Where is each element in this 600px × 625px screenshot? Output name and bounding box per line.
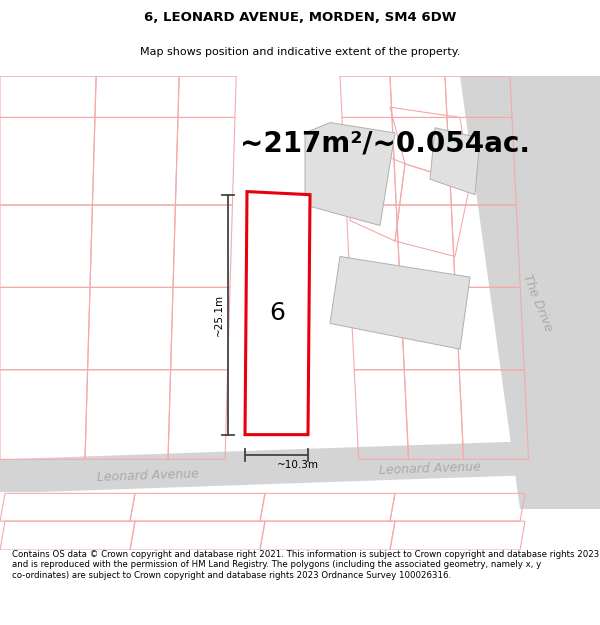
Text: ~25.1m: ~25.1m bbox=[214, 294, 224, 336]
Text: Leonard Avenue: Leonard Avenue bbox=[97, 468, 199, 484]
Polygon shape bbox=[245, 192, 310, 434]
Text: Contains OS data © Crown copyright and database right 2021. This information is : Contains OS data © Crown copyright and d… bbox=[12, 550, 599, 580]
Text: 6: 6 bbox=[269, 301, 286, 325]
Text: ~217m²/~0.054ac.: ~217m²/~0.054ac. bbox=[240, 129, 530, 158]
Text: The Drive: The Drive bbox=[521, 272, 556, 333]
Polygon shape bbox=[330, 256, 470, 349]
Text: ~10.3m: ~10.3m bbox=[277, 461, 319, 471]
Polygon shape bbox=[460, 76, 600, 509]
Text: Map shows position and indicative extent of the property.: Map shows position and indicative extent… bbox=[140, 48, 460, 58]
Polygon shape bbox=[0, 439, 600, 493]
Polygon shape bbox=[430, 127, 480, 195]
Polygon shape bbox=[305, 122, 395, 226]
Text: 6, LEONARD AVENUE, MORDEN, SM4 6DW: 6, LEONARD AVENUE, MORDEN, SM4 6DW bbox=[144, 11, 456, 24]
Text: Leonard Avenue: Leonard Avenue bbox=[379, 461, 481, 477]
Bar bbox=[0, 492, 600, 550]
